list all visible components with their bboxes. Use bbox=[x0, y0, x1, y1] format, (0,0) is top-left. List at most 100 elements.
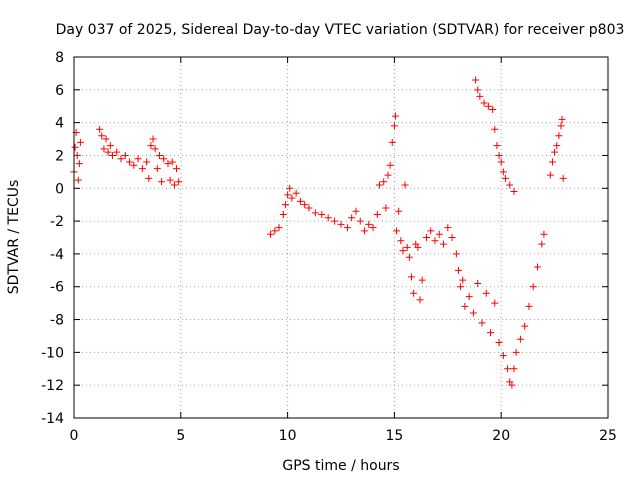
data-point bbox=[480, 99, 488, 107]
data-point bbox=[457, 283, 465, 291]
data-point bbox=[469, 309, 477, 317]
data-point bbox=[529, 283, 537, 291]
data-point bbox=[106, 142, 114, 150]
data-point bbox=[360, 227, 368, 235]
data-point bbox=[476, 92, 484, 100]
data-point bbox=[484, 102, 492, 110]
data-point bbox=[551, 148, 559, 156]
data-point bbox=[96, 125, 104, 133]
y-tick-label: -12 bbox=[41, 378, 64, 394]
data-point bbox=[431, 237, 439, 245]
data-point bbox=[173, 165, 181, 173]
data-point bbox=[499, 352, 507, 360]
data-point bbox=[504, 365, 512, 373]
data-point bbox=[555, 132, 563, 140]
data-point bbox=[343, 224, 351, 232]
data-point bbox=[117, 155, 125, 163]
data-point bbox=[170, 181, 178, 189]
data-point bbox=[534, 263, 542, 271]
data-point bbox=[164, 160, 172, 168]
data-point bbox=[153, 165, 161, 173]
plot-frame bbox=[73, 56, 609, 419]
data-point bbox=[474, 86, 482, 94]
data-point bbox=[134, 155, 142, 163]
data-point bbox=[143, 158, 151, 166]
x-tick-label: 20 bbox=[492, 428, 510, 444]
y-tick-label: -10 bbox=[41, 345, 64, 361]
x-tick-label: 10 bbox=[279, 428, 297, 444]
data-point bbox=[489, 106, 497, 114]
data-point bbox=[305, 204, 313, 212]
data-point bbox=[440, 240, 448, 248]
data-point bbox=[401, 181, 409, 189]
data-point bbox=[395, 207, 403, 215]
data-point bbox=[418, 276, 426, 284]
data-point bbox=[506, 181, 514, 189]
y-tick-label: -8 bbox=[50, 313, 64, 329]
data-point bbox=[76, 138, 84, 146]
data-point bbox=[548, 158, 556, 166]
data-point bbox=[422, 234, 430, 241]
data-point bbox=[149, 135, 157, 143]
data-point bbox=[487, 329, 495, 337]
data-point bbox=[495, 151, 503, 159]
data-point bbox=[284, 191, 292, 199]
y-tick-label: 6 bbox=[55, 83, 64, 99]
axis-ticks: 0 5 10 15 20 25 -14 -12 -10 -8 -6 -4 -2 0 2 4 6 8 bbox=[41, 50, 617, 444]
data-point bbox=[158, 178, 166, 186]
data-point bbox=[454, 266, 462, 274]
data-point bbox=[407, 273, 415, 281]
data-point bbox=[553, 142, 561, 150]
data-point bbox=[393, 227, 401, 235]
data-point bbox=[459, 276, 467, 284]
data-point bbox=[427, 227, 435, 235]
data-point bbox=[538, 240, 546, 248]
data-point bbox=[461, 302, 469, 310]
data-point bbox=[384, 171, 392, 179]
data-point bbox=[452, 250, 460, 258]
data-point bbox=[410, 289, 418, 297]
data-point bbox=[495, 339, 503, 347]
data-point bbox=[113, 148, 121, 156]
data-point bbox=[138, 165, 146, 173]
y-tick-label: 0 bbox=[55, 181, 64, 197]
data-point bbox=[121, 151, 129, 159]
data-point bbox=[448, 234, 456, 241]
data-point bbox=[414, 243, 422, 251]
data-point bbox=[104, 148, 112, 156]
data-point bbox=[352, 207, 360, 215]
data-point bbox=[373, 211, 381, 219]
data-point bbox=[491, 299, 499, 307]
y-axis-label: SDTVAR / TECUs bbox=[6, 180, 22, 295]
data-point bbox=[525, 302, 533, 310]
data-point bbox=[301, 201, 309, 209]
x-tick-label: 5 bbox=[176, 428, 185, 444]
data-point bbox=[166, 176, 174, 184]
data-point bbox=[516, 335, 524, 343]
data-point bbox=[472, 76, 480, 84]
data-point bbox=[74, 176, 82, 184]
y-tick-label: 8 bbox=[55, 50, 64, 66]
x-tick-label: 0 bbox=[70, 428, 79, 444]
data-point bbox=[380, 178, 388, 186]
data-point bbox=[365, 220, 373, 228]
data-points bbox=[70, 76, 567, 389]
data-point bbox=[558, 115, 566, 123]
data-point bbox=[102, 135, 110, 143]
x-tick-label: 15 bbox=[385, 428, 403, 444]
data-point bbox=[435, 230, 443, 238]
data-point bbox=[478, 319, 486, 327]
data-point bbox=[318, 211, 326, 219]
data-point bbox=[147, 142, 155, 150]
data-point bbox=[356, 217, 364, 225]
data-point bbox=[557, 122, 565, 130]
data-point bbox=[168, 158, 176, 166]
data-point bbox=[145, 174, 153, 182]
data-point bbox=[403, 243, 411, 251]
y-tick-label: -6 bbox=[50, 280, 64, 296]
data-point bbox=[482, 289, 490, 297]
data-point bbox=[369, 224, 377, 232]
data-point bbox=[126, 158, 134, 166]
data-point bbox=[559, 174, 567, 182]
